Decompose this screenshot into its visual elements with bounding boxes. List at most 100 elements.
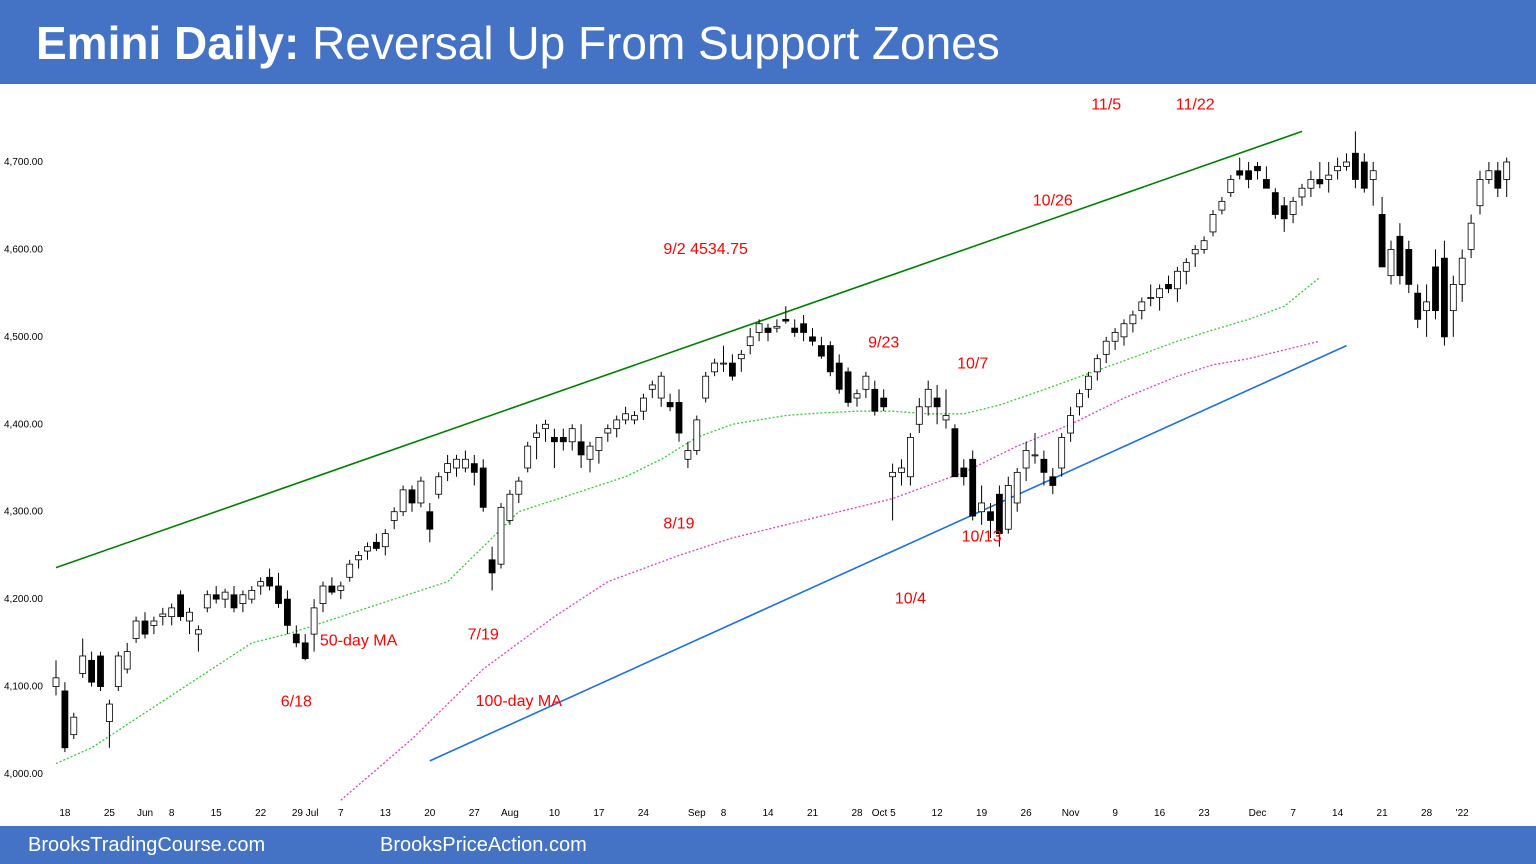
x-tick-label: Sep bbox=[688, 808, 706, 819]
candle-bull bbox=[1289, 200, 1297, 215]
candle-bear bbox=[764, 327, 772, 333]
candle-bull bbox=[568, 428, 576, 443]
y-tick-label: 4,200.00 bbox=[4, 594, 43, 605]
y-tick-label: 4,600.00 bbox=[4, 244, 43, 255]
x-tick-label: Dec bbox=[1249, 808, 1267, 819]
x-tick-label: 19 bbox=[976, 808, 988, 819]
candle-bull bbox=[737, 353, 745, 360]
candlestick-chart: 4,000.00 4,100.00 4,200.00 4,300.00 4,400.00… bbox=[4, 97, 1511, 819]
candle-bear bbox=[782, 318, 790, 322]
candle-bear bbox=[880, 397, 888, 408]
candle-bear bbox=[1316, 179, 1324, 185]
candle-bear bbox=[1049, 476, 1057, 486]
candle-bear bbox=[1245, 170, 1252, 180]
footer-right-link[interactable]: BrooksPriceAction.com bbox=[380, 834, 587, 856]
candle-bull bbox=[1058, 436, 1066, 469]
candle-bull bbox=[1102, 340, 1110, 355]
x-tick-label: Jun bbox=[137, 808, 153, 819]
candle-bear bbox=[1432, 266, 1439, 312]
footer-left-link[interactable]: BrooksTradingCourse.com bbox=[28, 834, 266, 856]
candle-bull bbox=[862, 375, 870, 390]
candle-bull bbox=[1013, 471, 1021, 504]
candle-bull bbox=[114, 655, 122, 687]
title-banner: Emini Daily: Reversal Up From Support Zo… bbox=[0, 0, 1536, 84]
annotation-label: 11/22 bbox=[1176, 97, 1215, 114]
candle-bear bbox=[809, 336, 816, 342]
candle-bull bbox=[186, 611, 193, 622]
candle-bull bbox=[533, 432, 540, 438]
candle-bull bbox=[106, 703, 113, 722]
annotation-label: 9/23 bbox=[868, 334, 899, 351]
candle-bull bbox=[915, 406, 923, 425]
x-tick-label: 23 bbox=[1199, 808, 1211, 819]
candle-bull bbox=[1458, 257, 1466, 285]
candle-bear bbox=[275, 585, 282, 604]
candle-bear bbox=[230, 594, 238, 609]
x-tick-label: 16 bbox=[1154, 808, 1166, 819]
candle-bull bbox=[1111, 332, 1119, 342]
candle-bear bbox=[1494, 170, 1502, 189]
candle-bull bbox=[159, 613, 167, 618]
y-tick-label: 4,500.00 bbox=[4, 332, 43, 343]
x-tick-label: 26 bbox=[1021, 808, 1033, 819]
candle-bull bbox=[1387, 249, 1395, 277]
x-tick-label: 28 bbox=[851, 808, 863, 819]
candle-bull bbox=[203, 594, 211, 609]
candle-bull bbox=[1156, 288, 1163, 298]
annotation-label: 50-day MA bbox=[320, 632, 398, 649]
candle-bull bbox=[622, 413, 629, 421]
x-tick-label: 8 bbox=[721, 808, 727, 819]
x-tick-label: 27 bbox=[469, 808, 481, 819]
candle-bull bbox=[417, 480, 425, 504]
candle-bear bbox=[987, 511, 994, 521]
candle-bull bbox=[978, 502, 985, 513]
y-tick-label: 4,100.00 bbox=[4, 682, 43, 693]
candle-bear bbox=[577, 441, 585, 456]
candle-bear bbox=[559, 436, 567, 443]
candle-bear bbox=[1414, 292, 1422, 320]
candle-bear bbox=[835, 362, 843, 390]
candle-bull bbox=[1227, 179, 1235, 194]
candle-bull bbox=[150, 620, 158, 626]
candle-bull bbox=[657, 375, 665, 399]
x-tick-label: 28 bbox=[1421, 808, 1433, 819]
candle-bull bbox=[1209, 214, 1217, 233]
candle-bear bbox=[675, 402, 683, 434]
x-tick-label: 22 bbox=[255, 808, 267, 819]
candle-bull bbox=[746, 336, 754, 347]
candle-bear bbox=[1254, 165, 1261, 172]
candle-bull bbox=[194, 629, 202, 635]
candle-bull bbox=[461, 458, 469, 469]
candle-bear bbox=[470, 463, 478, 473]
title-bold: Emini Daily: bbox=[36, 17, 300, 69]
x-tick-label: Aug bbox=[501, 808, 519, 819]
candle-bear bbox=[1352, 152, 1359, 180]
annotation-label: 10/7 bbox=[957, 355, 988, 372]
candle-bull bbox=[1343, 161, 1350, 167]
annotation-label: 6/18 bbox=[281, 694, 312, 711]
candle-bull bbox=[1120, 323, 1128, 338]
candle-bull bbox=[1467, 222, 1475, 250]
candle-bull bbox=[604, 428, 612, 434]
candle-bear bbox=[871, 388, 879, 412]
candle-bull bbox=[702, 375, 710, 399]
y-tick-label: 4,400.00 bbox=[4, 419, 43, 430]
candle-bull bbox=[720, 362, 727, 365]
annotation-label: 11/5 bbox=[1091, 97, 1121, 114]
candle-bull bbox=[1449, 283, 1457, 312]
candle-bear bbox=[1236, 170, 1244, 176]
candle-bear bbox=[177, 594, 185, 618]
candle-bull bbox=[755, 323, 763, 333]
candle-bear bbox=[488, 559, 496, 574]
x-tick-label: 14 bbox=[1332, 808, 1344, 819]
annotation-label: 10/26 bbox=[1033, 193, 1073, 210]
candle-bear bbox=[1378, 214, 1386, 268]
candle-bear bbox=[1040, 458, 1048, 473]
candle-bear bbox=[141, 620, 149, 635]
candle-bull bbox=[399, 489, 407, 513]
candle-bull bbox=[123, 651, 131, 670]
candle-bear bbox=[283, 598, 291, 626]
candle-bull bbox=[693, 419, 701, 451]
candle-bull bbox=[595, 436, 603, 451]
candle-bear bbox=[800, 323, 807, 333]
